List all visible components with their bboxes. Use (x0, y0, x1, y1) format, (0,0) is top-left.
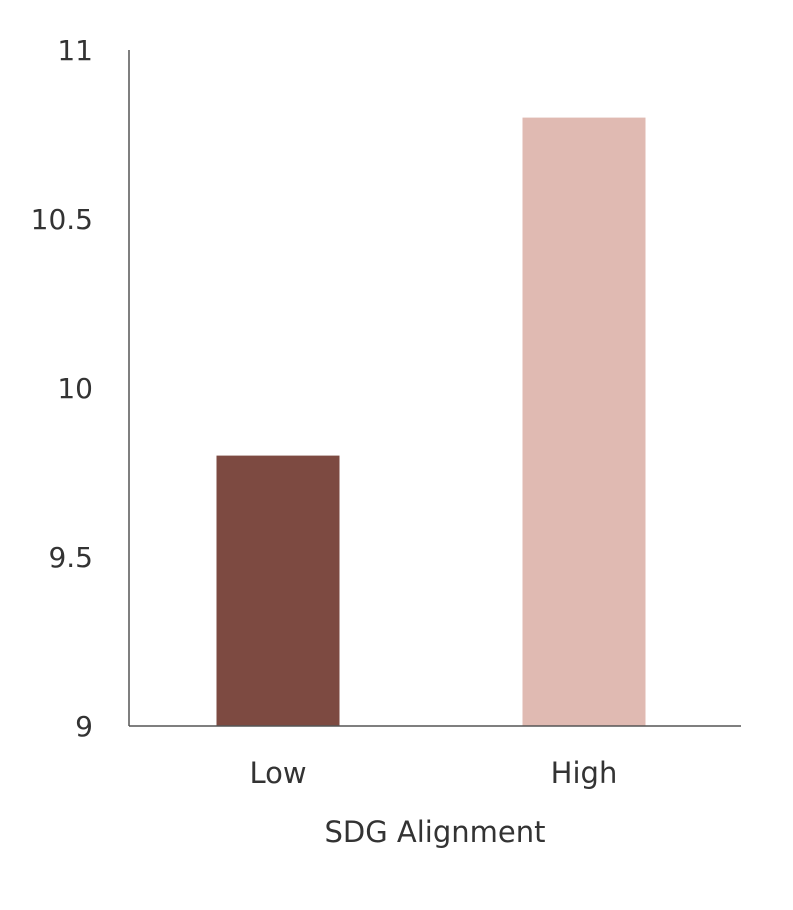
bar-high (522, 117, 646, 727)
y-tick-label: 11 (57, 34, 93, 67)
y-axis-ticks: 9 9.5 10 10.5 11 (31, 34, 93, 743)
y-tick-label: 10.5 (31, 203, 93, 236)
x-axis-category-labels: Low High (249, 756, 617, 790)
y-tick-label: 10 (57, 372, 93, 405)
bar-low (216, 455, 340, 726)
x-tick-label: Low (249, 756, 306, 790)
y-tick-label: 9 (75, 710, 93, 743)
bars (216, 117, 646, 727)
y-tick-label: 9.5 (48, 541, 93, 574)
x-axis-title: SDG Alignment (324, 815, 545, 849)
x-tick-label: High (551, 756, 618, 790)
